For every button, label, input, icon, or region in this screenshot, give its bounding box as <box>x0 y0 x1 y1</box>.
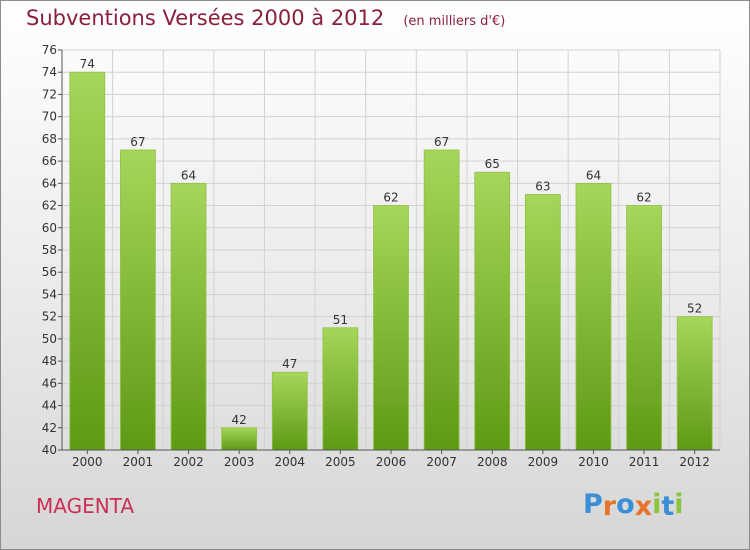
x-tick-label: 2005 <box>325 455 356 469</box>
x-tick-label: 2002 <box>173 455 204 469</box>
bar-value-label: 47 <box>282 357 297 371</box>
logo-letter: i <box>674 489 684 520</box>
bar-value-label: 62 <box>636 191 651 205</box>
y-tick-label: 70 <box>42 110 57 124</box>
y-tick-label: 62 <box>42 199 57 213</box>
y-tick-label: 52 <box>42 310 57 324</box>
x-tick-label: 2007 <box>426 455 457 469</box>
x-tick-label: 2008 <box>477 455 508 469</box>
x-tick-label: 2004 <box>274 455 305 469</box>
logo-letter: x <box>634 491 653 522</box>
bar[interactable] <box>676 316 713 451</box>
place-name: MAGENTA <box>36 494 135 518</box>
y-tick-label: 46 <box>42 376 57 390</box>
y-tick-label: 58 <box>42 243 57 257</box>
x-tick-label: 2012 <box>679 455 710 469</box>
bar-value-label: 65 <box>485 157 500 171</box>
bar[interactable] <box>120 149 156 451</box>
bar-value-label: 67 <box>434 135 449 149</box>
bar[interactable] <box>474 171 511 451</box>
bar-value-label: 67 <box>130 135 145 149</box>
bar[interactable] <box>69 71 106 451</box>
bar-value-label: 51 <box>333 313 348 327</box>
logo-letter: t <box>661 491 675 522</box>
y-tick-label: 40 <box>42 443 57 457</box>
bar[interactable] <box>271 371 308 451</box>
bar[interactable] <box>322 327 359 451</box>
x-tick-label: 2000 <box>72 455 103 469</box>
y-tick-label: 76 <box>42 43 57 57</box>
y-tick-label: 48 <box>42 354 57 368</box>
y-tick-label: 44 <box>42 399 57 413</box>
x-tick-label: 2003 <box>224 455 255 469</box>
y-tick-label: 74 <box>42 65 57 79</box>
logo-letter: P <box>583 489 603 520</box>
bar-value-label: 64 <box>181 168 196 182</box>
bar-value-label: 64 <box>586 168 601 182</box>
y-tick-label: 68 <box>42 132 57 146</box>
title-row: Subventions Versées 2000 à 2012 (en mill… <box>26 6 505 30</box>
y-tick-label: 42 <box>42 421 57 435</box>
x-tick-label: 2010 <box>578 455 609 469</box>
x-tick-label: 2009 <box>528 455 559 469</box>
y-tick-label: 50 <box>42 332 57 346</box>
x-tick-label: 2011 <box>629 455 660 469</box>
axis-layer: 40 42 44 46 48 50 52 54 56 58 60 62 64 66 68 70 72 74 76 20… <box>42 43 720 469</box>
bar-value-label: 74 <box>80 57 95 71</box>
x-tick-label: 2006 <box>376 455 407 469</box>
bar[interactable] <box>626 205 662 451</box>
logo-letter: o <box>616 489 635 520</box>
bar-value-label: 52 <box>687 302 702 316</box>
logo-letter: i <box>652 489 662 520</box>
y-tick-label: 72 <box>42 87 57 101</box>
bar[interactable] <box>221 427 258 451</box>
y-tick-label: 64 <box>42 176 57 190</box>
bar-value-label: 42 <box>232 413 247 427</box>
chart-subtitle: (en milliers d'€) <box>403 14 506 29</box>
bar[interactable] <box>373 205 409 451</box>
bar[interactable] <box>524 194 561 451</box>
x-tick-label: 2001 <box>123 455 154 469</box>
bar-value-label: 63 <box>535 179 550 193</box>
y-tick-label: 54 <box>42 287 57 301</box>
y-tick-label: 66 <box>42 154 57 168</box>
y-tick-label: 60 <box>42 221 57 235</box>
chart-title: Subventions Versées 2000 à 2012 <box>26 6 385 30</box>
bar-layer: 74 67 64 42 47 51 62 67 65 63 64 62 52 <box>69 57 713 451</box>
y-tick-label: 56 <box>42 265 57 279</box>
bar[interactable] <box>423 149 460 451</box>
bar[interactable] <box>170 182 207 451</box>
logo-letter: r <box>602 491 617 522</box>
bar[interactable] <box>575 182 612 451</box>
bar-value-label: 62 <box>383 191 398 205</box>
proxiti-logo[interactable]: Proxiti <box>583 489 684 522</box>
